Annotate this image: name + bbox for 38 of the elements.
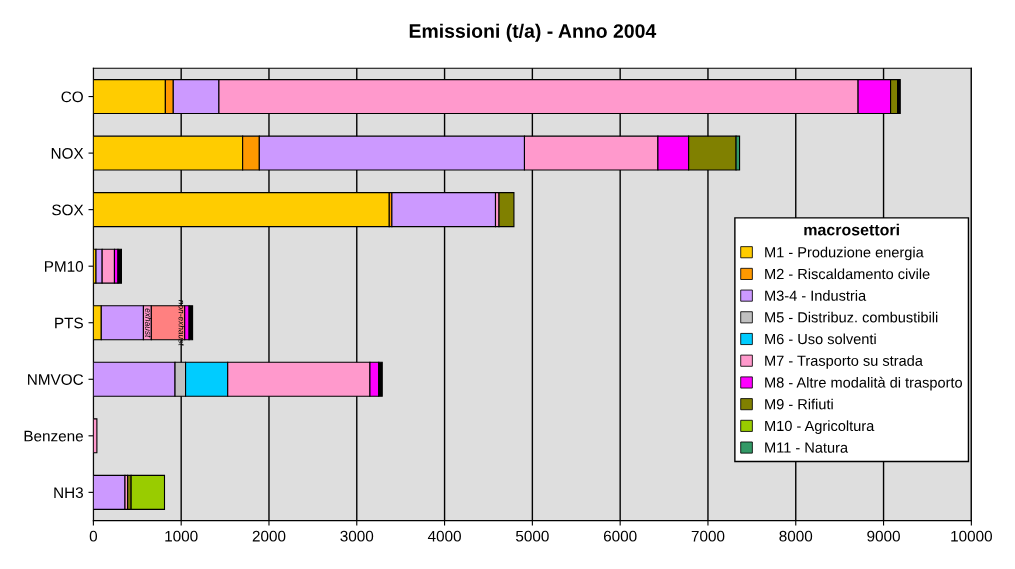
- x-tick-label: 1000: [165, 530, 198, 542]
- y-tick-label: NH3: [54, 487, 83, 499]
- legend-label: M1 - Produzione energia: [765, 246, 924, 261]
- x-tick-label: 9000: [867, 530, 900, 542]
- x-tick-label: 5000: [515, 530, 549, 542]
- x-tick-label: 4000: [427, 530, 461, 542]
- legend-label: M2 - Riscaldamento civile: [765, 268, 930, 280]
- legend-label: M7 - Trasporto su strada: [765, 355, 923, 369]
- y-tick-label: Benzene: [24, 430, 83, 442]
- annotation: exhaust: [145, 308, 152, 338]
- x-tick-label: 3000: [340, 530, 374, 542]
- legend-label: M8 - Altre modalità di trasporto: [765, 376, 963, 391]
- legend-label: M3-4 - Industria: [765, 290, 867, 301]
- bar: [188, 305, 194, 341]
- chart-title: Emissioni (t/a) - Anno 2004: [409, 23, 657, 42]
- legend-label: M9 - Rifiuti: [765, 398, 833, 410]
- bar: [117, 248, 123, 284]
- y-tick-label: PM10: [45, 261, 84, 272]
- legend-title: macrosettori: [804, 223, 899, 236]
- y-tick-label: NMVOC: [28, 374, 84, 385]
- x-tick-label: 7000: [691, 530, 725, 542]
- bar: [93, 418, 98, 454]
- x-tick-label: 8000: [779, 530, 813, 542]
- y-tick-label: NOX: [51, 147, 84, 159]
- x-tick-label: 10000: [951, 530, 992, 542]
- bar: [93, 474, 126, 510]
- legend-label: M6 - Uso solventi: [765, 333, 876, 345]
- y-tick-label: CO: [61, 91, 83, 103]
- y-tick-label: SOX: [52, 204, 84, 216]
- legend-label: M11 - Natura: [765, 442, 849, 453]
- bar: [498, 192, 515, 228]
- x-tick-label: 2000: [252, 530, 286, 542]
- x-tick-label: 6000: [603, 530, 637, 542]
- y-tick-label: PTS: [55, 317, 83, 329]
- legend-label: M10 - Agricoltura: [765, 420, 875, 434]
- legend-label: M5 - Distribuz. combustibili: [765, 311, 938, 323]
- x-tick-label: 0: [89, 530, 98, 542]
- bar: [130, 474, 166, 510]
